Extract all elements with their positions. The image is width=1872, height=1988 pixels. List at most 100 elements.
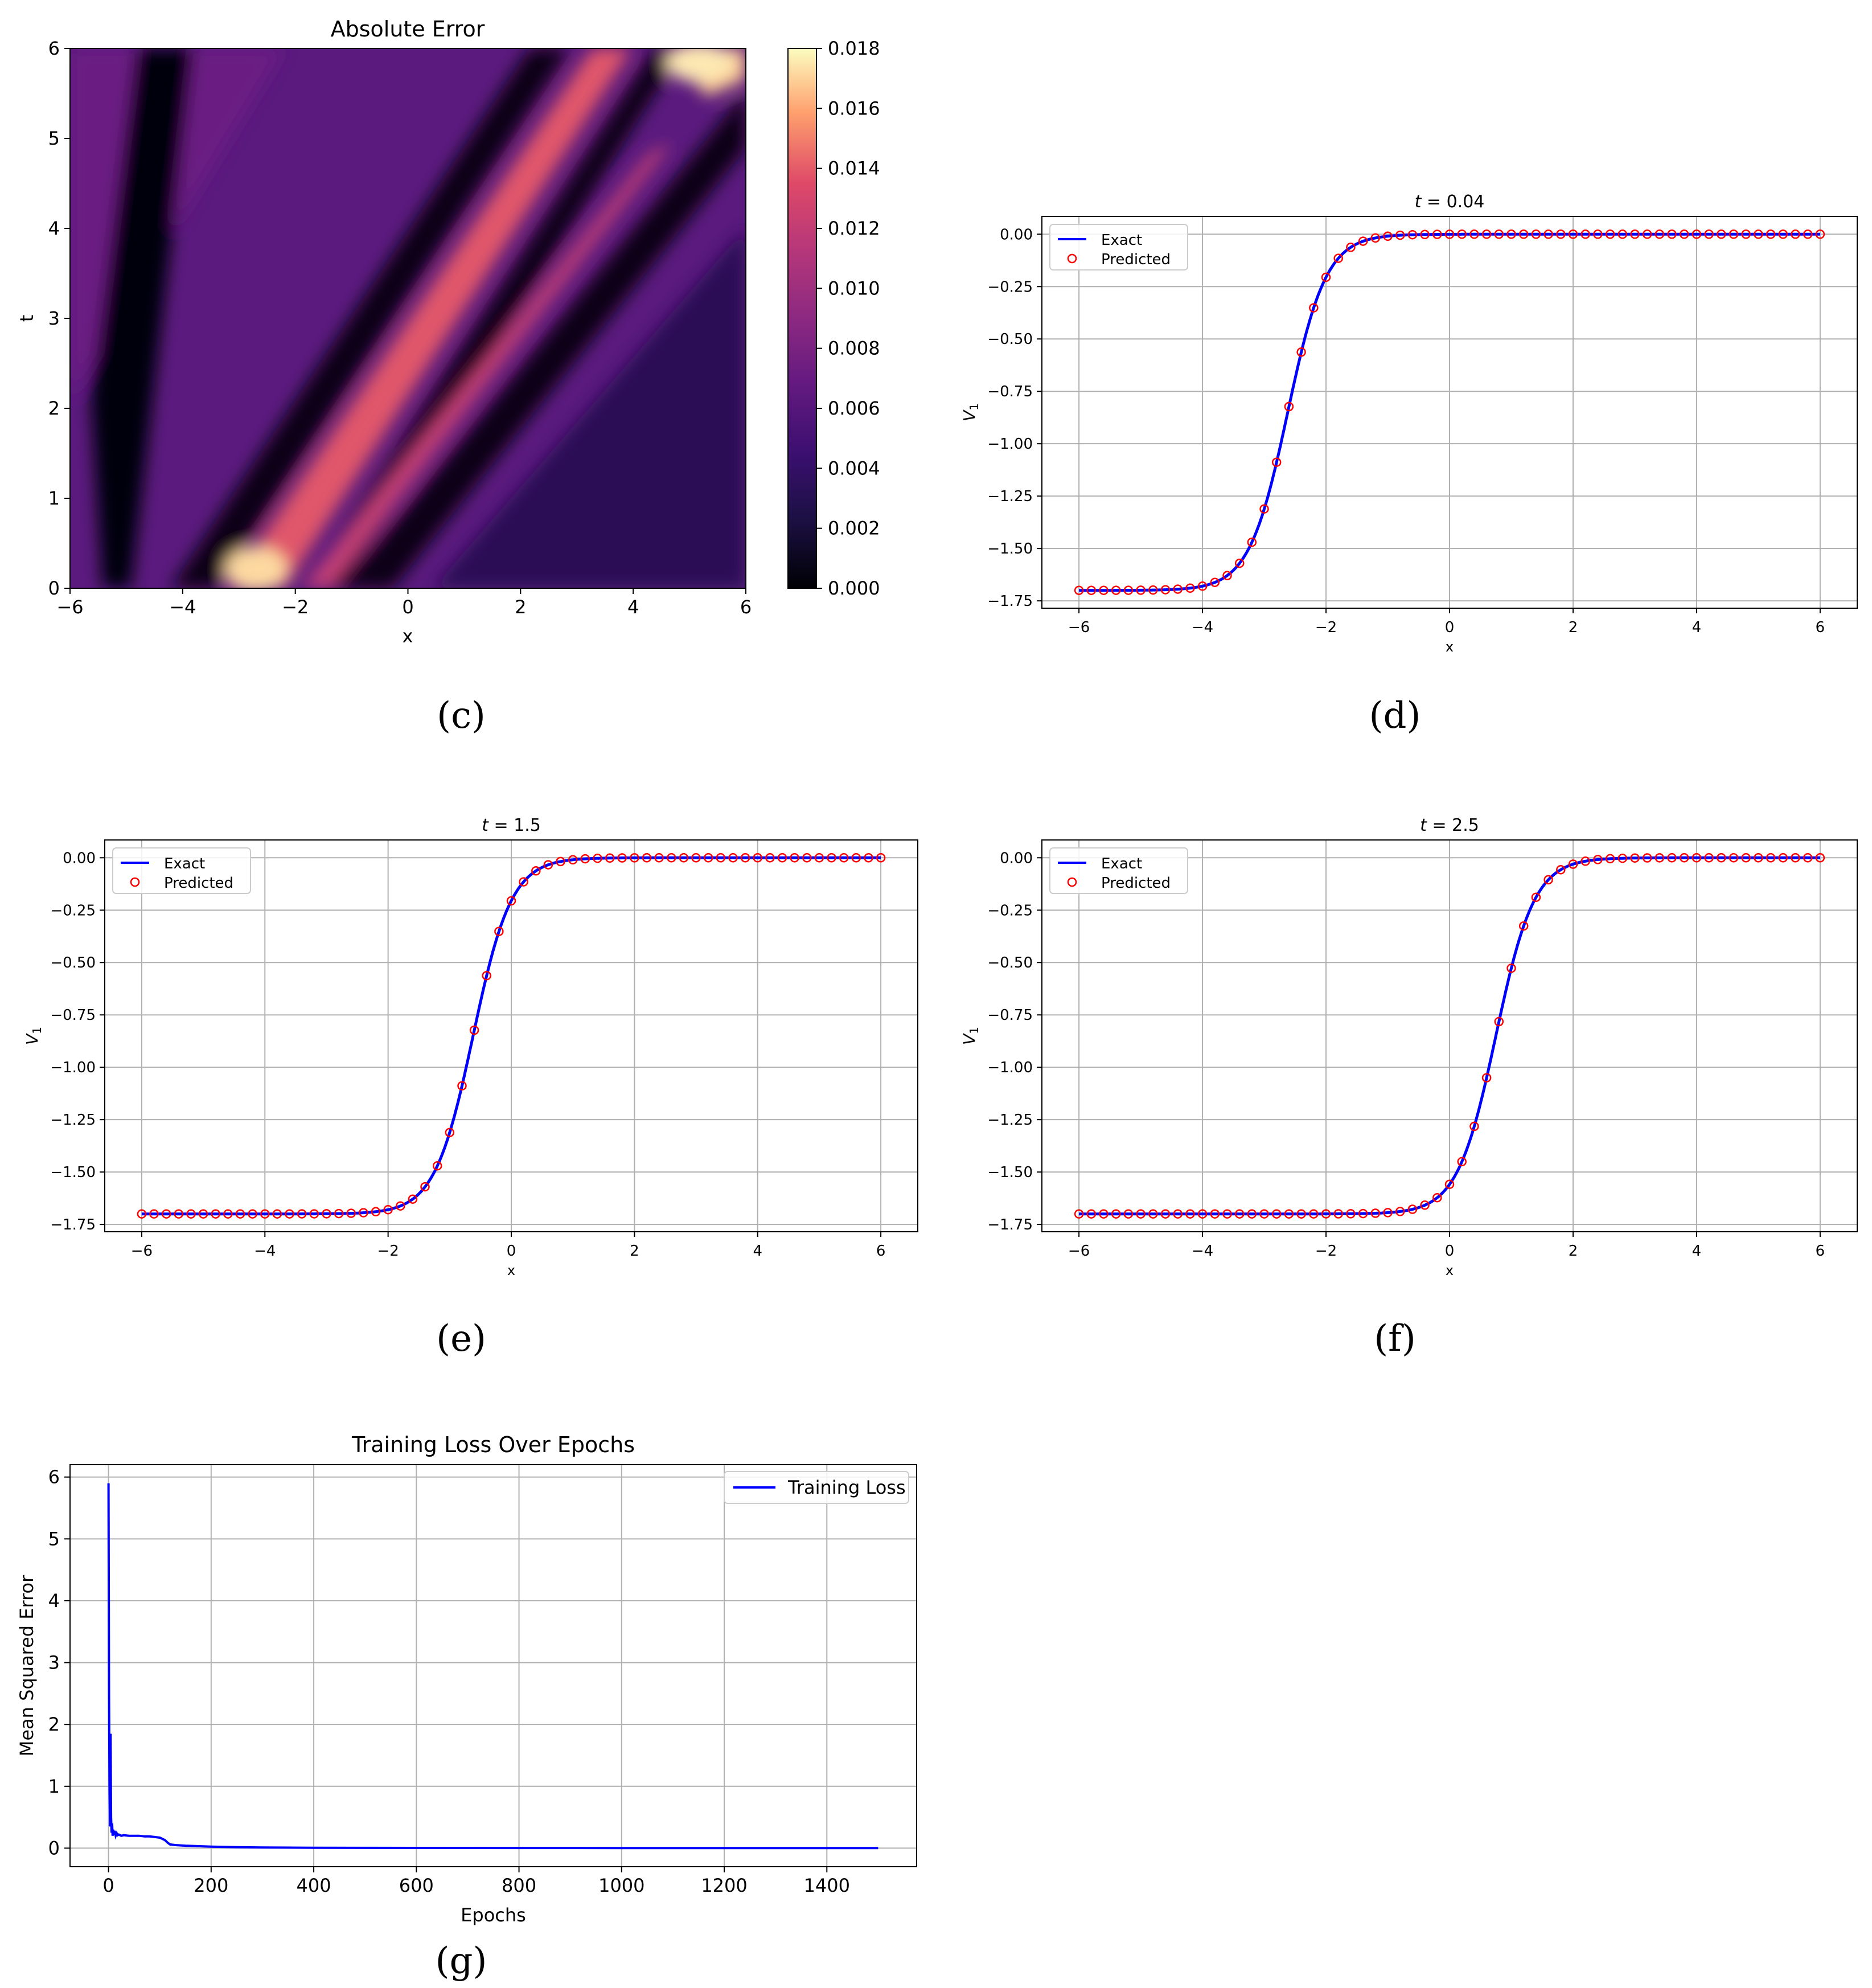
heatmap-bands <box>70 48 746 588</box>
predicted-point <box>1692 229 1702 239</box>
predicted-point <box>1481 229 1492 239</box>
predicted-point <box>1642 853 1652 863</box>
y-tick-label: −0.25 <box>987 902 1033 919</box>
exact-line <box>1079 232 1820 592</box>
colorbar <box>787 48 817 589</box>
predicted-point <box>1086 585 1097 595</box>
training-loss-line <box>107 1483 878 1850</box>
predicted-point <box>630 853 639 863</box>
predicted-point <box>1568 859 1578 869</box>
predicted-point <box>1197 581 1208 591</box>
x-tick-label: 800 <box>502 1875 536 1896</box>
heatmap-x-ticks: −6 −4 −2 0 2 4 6 <box>56 588 752 618</box>
predicted-point <box>654 853 664 863</box>
predicted-point <box>1642 229 1652 239</box>
predicted-point <box>1481 1073 1492 1083</box>
x-tick-label: −4 <box>1192 1243 1213 1260</box>
predicted-point <box>1630 229 1640 239</box>
y-tick-label: −1.50 <box>987 540 1033 558</box>
predicted-point <box>1309 1209 1319 1219</box>
panel-title: t = 1.5 <box>482 815 541 835</box>
predicted-point <box>1518 229 1529 239</box>
y-tick-label: −0.25 <box>50 902 96 919</box>
predicted-point <box>211 1209 220 1219</box>
predicted-point <box>420 1182 430 1192</box>
y-tick-label: −1.50 <box>987 1164 1033 1181</box>
predicted-point <box>198 1209 208 1219</box>
predicted-point <box>1618 853 1628 863</box>
y-axis-label-var: V <box>960 1033 979 1045</box>
predicted-point <box>1543 875 1553 885</box>
colorbar-tick-label: 0.010 <box>828 277 880 299</box>
predicted-point <box>1395 230 1405 240</box>
predicted-point <box>1803 853 1813 863</box>
y-tick-label: 4 <box>48 1590 60 1612</box>
heatmap-dark-valley-4 <box>342 91 746 588</box>
y-axis-label-var: V <box>960 409 979 421</box>
heatmap-dark-valley-1 <box>91 48 194 588</box>
heatmap-title: Absolute Error <box>331 17 485 42</box>
heatmap-y-tick-label: 4 <box>48 218 60 239</box>
predicted-point <box>1160 585 1171 595</box>
y-axis-label: V1 <box>960 403 981 421</box>
predicted-point <box>1432 229 1442 239</box>
panel-title: Training Loss Over Epochs <box>351 1432 635 1457</box>
predicted-point <box>1123 585 1134 595</box>
predicted-point <box>1395 1207 1405 1216</box>
colorbar-ticks: 0.000 0.002 0.004 0.006 0.008 0.010 0.012 0.014… <box>816 38 880 599</box>
predicted-point <box>1420 229 1430 240</box>
panel-title-var: t <box>482 815 489 835</box>
predicted-point <box>1754 853 1763 863</box>
legend-predicted-swatch <box>1067 877 1077 887</box>
x-tick-label: 4 <box>1692 619 1702 636</box>
predicted-point <box>1074 1209 1084 1219</box>
predicted-point <box>1568 229 1578 239</box>
predicted-point <box>1531 892 1541 902</box>
predicted-point <box>1111 1209 1121 1219</box>
predicted-point <box>740 853 750 863</box>
predicted-point <box>1593 855 1603 864</box>
predicted-point <box>1407 1204 1418 1214</box>
x-tick-label: −4 <box>1192 619 1213 636</box>
predicted-point <box>876 853 886 863</box>
x-tick-label: 200 <box>194 1875 228 1896</box>
predicted-point <box>1766 853 1776 863</box>
predicted-point <box>1234 1209 1245 1219</box>
caption-e: (e) <box>436 1318 486 1360</box>
predicted-point <box>1778 853 1788 863</box>
predicted-point <box>1543 229 1553 239</box>
predicted-point <box>568 855 578 865</box>
y-tick-label: 0.00 <box>1000 850 1033 867</box>
caption-d: (d) <box>1369 695 1421 737</box>
legend-loss-label: Training Loss <box>787 1477 906 1498</box>
predicted-point <box>1086 1209 1097 1219</box>
y-tick-label: 0 <box>48 1837 60 1859</box>
predicted-point <box>1556 229 1566 239</box>
heatmap-dark-valley-3 <box>307 48 683 588</box>
predicted-point <box>1358 1208 1368 1219</box>
predicted-point <box>556 856 565 867</box>
predicted-point <box>839 853 849 863</box>
predicted-point <box>593 853 602 863</box>
predicted-point <box>1247 537 1257 547</box>
predicted-point <box>297 1209 307 1219</box>
y-tick-label: −1.00 <box>50 1059 96 1076</box>
y-tick-label: 2 <box>48 1714 60 1735</box>
heatmap-x-tick-label: 0 <box>402 596 413 618</box>
predicted-point <box>1296 347 1306 357</box>
x-tick-label: −2 <box>1315 1243 1337 1260</box>
legend-predicted-swatch <box>1067 253 1077 264</box>
predicted-point <box>1383 1208 1393 1218</box>
x-tick-label: 2 <box>1569 619 1578 636</box>
legend-exact-label: Exact <box>1101 232 1142 249</box>
predicted-point <box>1160 1209 1171 1219</box>
predicted-point <box>1791 853 1800 863</box>
legend-exact-label: Exact <box>164 855 205 872</box>
predicted-point <box>1136 1209 1146 1219</box>
predicted-point <box>1271 457 1282 467</box>
predicted-point <box>1506 229 1516 239</box>
x-tick-label: 4 <box>1692 1243 1702 1260</box>
y-tick-label: −0.75 <box>987 383 1033 400</box>
predicted-point <box>371 1207 381 1217</box>
heatmap-area <box>70 48 746 588</box>
